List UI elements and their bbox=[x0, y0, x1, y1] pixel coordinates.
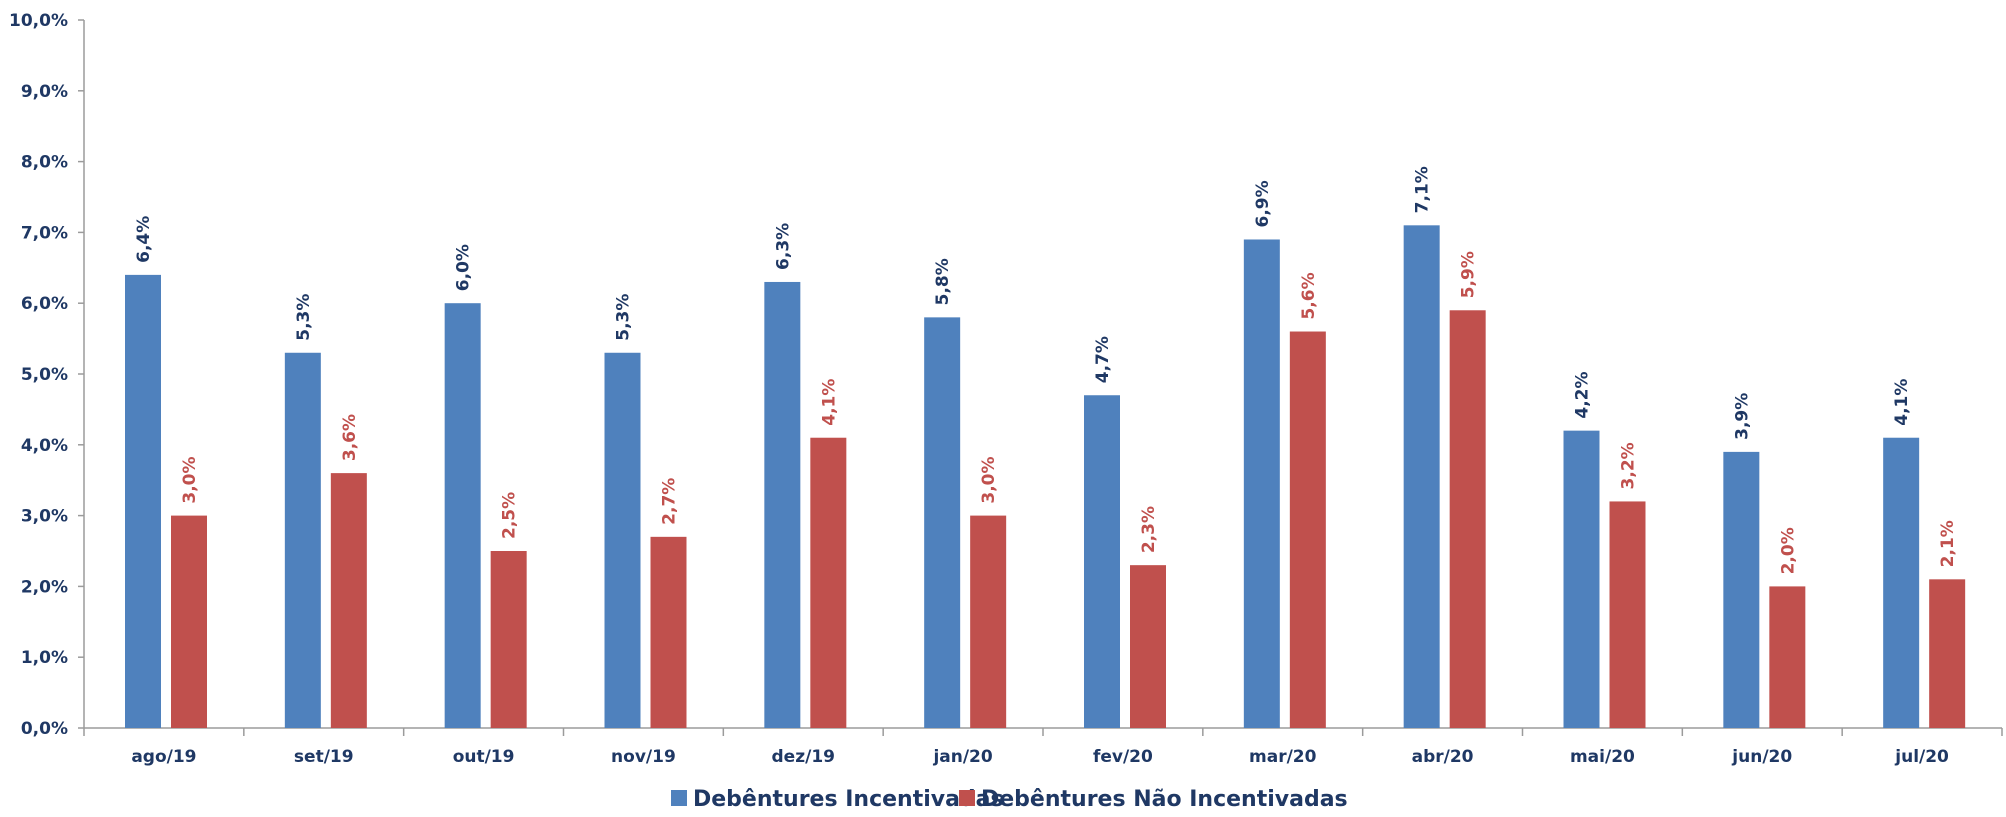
x-tick-label: mai/20 bbox=[1570, 747, 1635, 767]
data-label: 2,0% bbox=[1778, 527, 1798, 574]
bar-nao-incentivadas bbox=[490, 551, 527, 728]
bar-nao-incentivadas bbox=[650, 536, 687, 728]
bar-incentivadas bbox=[1883, 437, 1920, 728]
legend-item: Debêntures Incentivadas bbox=[671, 787, 1004, 812]
legend-swatch bbox=[671, 790, 687, 806]
bar-incentivadas bbox=[125, 274, 161, 728]
y-tick-label: 4,0% bbox=[21, 436, 68, 456]
x-tick-label: set/19 bbox=[294, 747, 354, 767]
data-label: 4,1% bbox=[819, 379, 839, 426]
bar-incentivadas bbox=[1403, 225, 1440, 728]
data-label: 5,9% bbox=[1459, 251, 1479, 298]
data-label: 4,7% bbox=[1093, 336, 1113, 383]
x-tick-label: jun/20 bbox=[1731, 747, 1792, 767]
data-label: 4,1% bbox=[1892, 379, 1912, 426]
data-label: 2,5% bbox=[500, 492, 520, 539]
data-label: 5,3% bbox=[294, 294, 314, 341]
bar-incentivadas bbox=[1723, 451, 1760, 728]
data-label: 2,3% bbox=[1139, 506, 1159, 553]
data-label: 7,1% bbox=[1413, 166, 1433, 213]
x-tick-label: abr/20 bbox=[1412, 747, 1474, 767]
data-label: 5,6% bbox=[1299, 272, 1319, 319]
bar-nao-incentivadas bbox=[1609, 501, 1646, 728]
y-axis: 0,0% 1,0% 2,0% 3,0% 4,0% 5,0% 6,0% 7,0% 8,0% 9,0%… bbox=[9, 11, 85, 739]
y-tick-label: 9,0% bbox=[21, 82, 68, 102]
data-label: 6,0% bbox=[454, 244, 474, 291]
x-tick-label: dez/19 bbox=[772, 747, 835, 767]
bar-incentivadas bbox=[604, 352, 641, 728]
data-label: 6,4% bbox=[134, 216, 154, 263]
data-label: 4,2% bbox=[1573, 371, 1593, 418]
bar-nao-incentivadas bbox=[1769, 586, 1806, 728]
bar-incentivadas bbox=[284, 352, 321, 728]
bar-incentivadas bbox=[1243, 239, 1280, 729]
y-tick-label: 3,0% bbox=[21, 507, 68, 527]
bar-nao-incentivadas bbox=[970, 515, 1007, 728]
data-label: 6,9% bbox=[1253, 180, 1273, 227]
y-tick-label: 5,0% bbox=[21, 365, 68, 385]
bar-incentivadas bbox=[1084, 395, 1120, 728]
legend-item: Debêntures Não Incentivadas bbox=[959, 787, 1348, 812]
bar-nao-incentivadas bbox=[1929, 579, 1966, 728]
x-axis: ago/19 set/19 out/19 nov/19 dez/19 jan/20 fev/… bbox=[83, 727, 2003, 767]
x-tick-label: mar/20 bbox=[1249, 747, 1317, 767]
data-labels: 6,4% 5,3% 6,0% 5,3% 6,3% 5,8% 4,7% 6,9% 7,1% 4,2%… bbox=[134, 166, 1958, 574]
legend-swatch bbox=[959, 790, 975, 806]
y-tick-label: 8,0% bbox=[21, 153, 68, 173]
data-label: 3,6% bbox=[340, 414, 360, 461]
y-tick-label: 6,0% bbox=[21, 294, 68, 314]
y-tick-label: 1,0% bbox=[21, 648, 68, 668]
legend-label: Debêntures Não Incentivadas bbox=[981, 787, 1348, 812]
data-label: 2,7% bbox=[660, 478, 680, 525]
bar-nao-incentivadas bbox=[330, 473, 367, 728]
data-label: 2,1% bbox=[1938, 520, 1958, 567]
bar-incentivadas bbox=[1563, 430, 1600, 728]
y-tick-label: 0,0% bbox=[21, 719, 68, 739]
x-tick-label: fev/20 bbox=[1093, 747, 1153, 767]
y-tick-label: 7,0% bbox=[21, 223, 68, 243]
legend-label: Debêntures Incentivadas bbox=[693, 787, 1004, 812]
bar-incentivadas bbox=[764, 281, 801, 728]
data-label: 3,2% bbox=[1619, 442, 1639, 489]
x-tick-label: jul/20 bbox=[1894, 747, 1949, 767]
x-tick-label: jan/20 bbox=[932, 747, 992, 767]
y-tick-label: 2,0% bbox=[21, 577, 68, 597]
x-tick-label: out/19 bbox=[453, 747, 515, 767]
data-label: 3,0% bbox=[979, 456, 999, 503]
x-tick-label: ago/19 bbox=[131, 747, 196, 767]
data-label: 6,3% bbox=[773, 223, 793, 270]
bar-nao-incentivadas bbox=[810, 437, 847, 728]
y-tick-label: 10,0% bbox=[9, 11, 68, 31]
data-label: 5,8% bbox=[933, 258, 953, 305]
bar-nao-incentivadas bbox=[1289, 331, 1326, 728]
bar-nao-incentivadas bbox=[171, 515, 207, 728]
bar-nao-incentivadas bbox=[1130, 565, 1166, 728]
bars bbox=[125, 225, 1966, 729]
data-label: 5,3% bbox=[614, 294, 634, 341]
x-tick-label: nov/19 bbox=[611, 747, 676, 767]
bar-incentivadas bbox=[444, 303, 481, 728]
data-label: 3,0% bbox=[180, 456, 200, 503]
bar-nao-incentivadas bbox=[1449, 310, 1486, 728]
data-label: 3,9% bbox=[1732, 393, 1752, 440]
bar-incentivadas bbox=[924, 317, 961, 728]
